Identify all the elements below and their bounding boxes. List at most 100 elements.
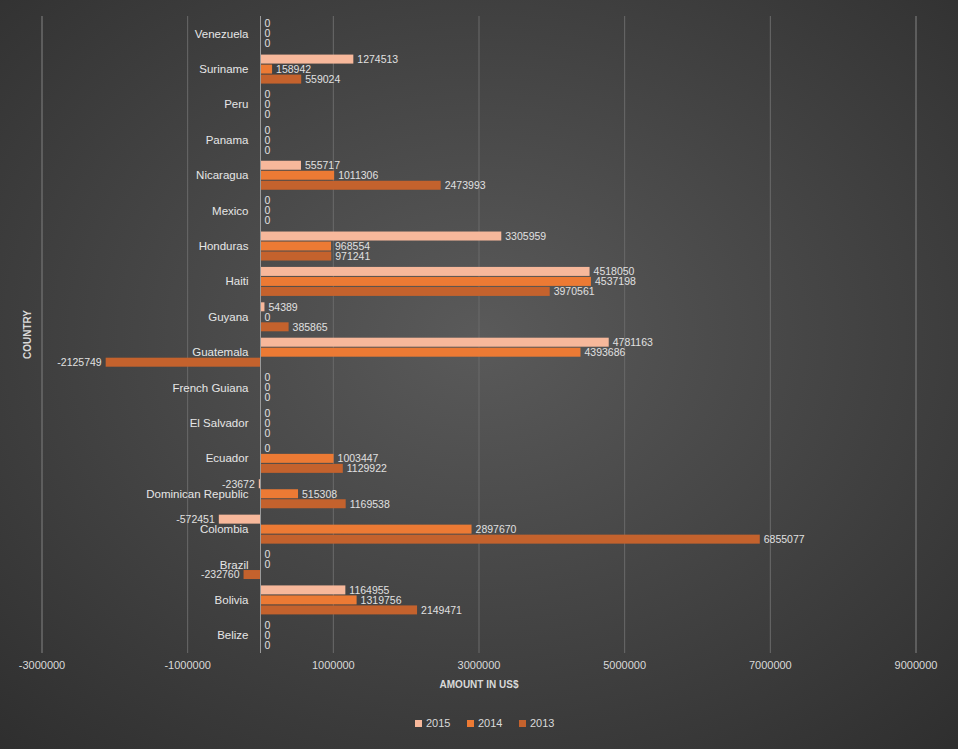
legend-swatch bbox=[467, 720, 474, 727]
bar bbox=[261, 454, 334, 463]
bar bbox=[261, 499, 346, 508]
data-label: 4393686 bbox=[585, 346, 626, 358]
axis-title: AMOUNT IN US$ bbox=[440, 679, 519, 690]
chart: -3000000 -1000000 1000000 3000000 5000000 700… bbox=[0, 0, 958, 749]
category-label: Ecuador bbox=[206, 452, 249, 464]
bar bbox=[261, 242, 332, 251]
grid bbox=[42, 16, 916, 653]
bar bbox=[261, 161, 301, 170]
data-label: 971241 bbox=[335, 250, 370, 262]
category-label: Brazil bbox=[220, 559, 249, 571]
bar bbox=[244, 570, 261, 579]
data-label: 1169538 bbox=[350, 498, 390, 510]
bar bbox=[261, 181, 441, 190]
bar bbox=[261, 232, 502, 241]
tick-label: 5000000 bbox=[603, 659, 646, 671]
bars bbox=[106, 55, 760, 615]
legend-label: 2015 bbox=[426, 717, 450, 729]
grid-line bbox=[624, 16, 625, 653]
grid-line bbox=[916, 16, 917, 653]
tick-label: -1000000 bbox=[164, 659, 211, 671]
data-label: 0 bbox=[265, 144, 271, 156]
data-label: 0 bbox=[265, 214, 271, 226]
tick-label: 9000000 bbox=[895, 659, 938, 671]
bar bbox=[261, 348, 581, 357]
tick-label: -3000000 bbox=[19, 659, 66, 671]
grid-line bbox=[770, 16, 771, 653]
category-label: Honduras bbox=[199, 240, 249, 252]
background bbox=[0, 0, 958, 749]
category-label: Dominican Republic bbox=[146, 488, 249, 500]
data-label: 2149471 bbox=[421, 604, 462, 616]
range-start bbox=[42, 16, 43, 653]
data-label: 0 bbox=[265, 639, 271, 651]
bar bbox=[261, 535, 760, 544]
legend-label: 2014 bbox=[478, 717, 502, 729]
legend-swatch bbox=[519, 720, 526, 727]
bar bbox=[261, 595, 357, 604]
tick-label: 7000000 bbox=[749, 659, 792, 671]
category-label: Venezuela bbox=[195, 28, 249, 40]
bar bbox=[261, 585, 346, 594]
bar bbox=[261, 65, 273, 74]
range-end bbox=[916, 16, 917, 653]
bar bbox=[261, 489, 299, 498]
data-label: 0 bbox=[265, 442, 271, 454]
data-label: 0 bbox=[265, 427, 271, 439]
bar bbox=[261, 75, 302, 84]
data-label: 515308 bbox=[302, 488, 337, 500]
bar bbox=[261, 287, 550, 296]
bar bbox=[261, 267, 590, 276]
data-label: 54389 bbox=[268, 301, 297, 313]
bar bbox=[261, 322, 289, 331]
legend-swatch bbox=[415, 720, 422, 727]
category-label: Suriname bbox=[199, 63, 248, 75]
data-label: 1011306 bbox=[338, 169, 378, 181]
category-label: Mexico bbox=[212, 205, 248, 217]
grid-line bbox=[187, 16, 188, 653]
data-label: 555717 bbox=[305, 159, 340, 171]
axis-title: COUNTRY bbox=[22, 310, 33, 359]
data-label: 1274513 bbox=[357, 53, 398, 65]
data-label: 0 bbox=[265, 391, 271, 403]
category-label: Belize bbox=[217, 629, 248, 641]
data-label: 0 bbox=[265, 108, 271, 120]
grid-line bbox=[333, 16, 334, 653]
tick-label: 3000000 bbox=[458, 659, 501, 671]
category-label: Colombia bbox=[200, 523, 249, 535]
category-label: French Guiana bbox=[172, 382, 249, 394]
data-label: 1129922 bbox=[347, 462, 387, 474]
data-label: 0 bbox=[265, 558, 271, 570]
category-label: Haiti bbox=[225, 275, 248, 287]
data-label: 559024 bbox=[305, 73, 340, 85]
legend: 2015 2014 2013 bbox=[415, 717, 554, 729]
category-label: Guatemala bbox=[192, 346, 249, 358]
grid-line bbox=[479, 16, 480, 653]
bar bbox=[261, 525, 472, 534]
axis-line bbox=[260, 16, 261, 653]
bar bbox=[261, 464, 343, 473]
legend-label: 2013 bbox=[530, 717, 554, 729]
data-label: 4537198 bbox=[595, 275, 636, 287]
data-label: 0 bbox=[265, 37, 271, 49]
category-label: Bolivia bbox=[215, 594, 249, 606]
labels: 011649550-572451-23672000478116354389451… bbox=[57, 17, 805, 651]
grid-line bbox=[42, 16, 43, 653]
category-label: Peru bbox=[224, 98, 248, 110]
category-label: El Salvador bbox=[190, 417, 249, 429]
category-label: Panama bbox=[206, 134, 249, 146]
tick-label: 1000000 bbox=[312, 659, 355, 671]
data-label: 6855077 bbox=[764, 533, 805, 545]
bar bbox=[261, 171, 335, 180]
bar bbox=[261, 277, 591, 286]
bar bbox=[261, 605, 418, 614]
data-label: 2473993 bbox=[445, 179, 486, 191]
bar bbox=[261, 252, 332, 261]
data-label: 1319756 bbox=[361, 594, 402, 606]
category-label: Nicaragua bbox=[196, 169, 249, 181]
bar bbox=[261, 338, 609, 347]
data-label: 3305959 bbox=[505, 230, 546, 242]
data-label: 2897670 bbox=[476, 523, 517, 535]
bar bbox=[106, 358, 261, 367]
data-label: 385865 bbox=[293, 321, 328, 333]
